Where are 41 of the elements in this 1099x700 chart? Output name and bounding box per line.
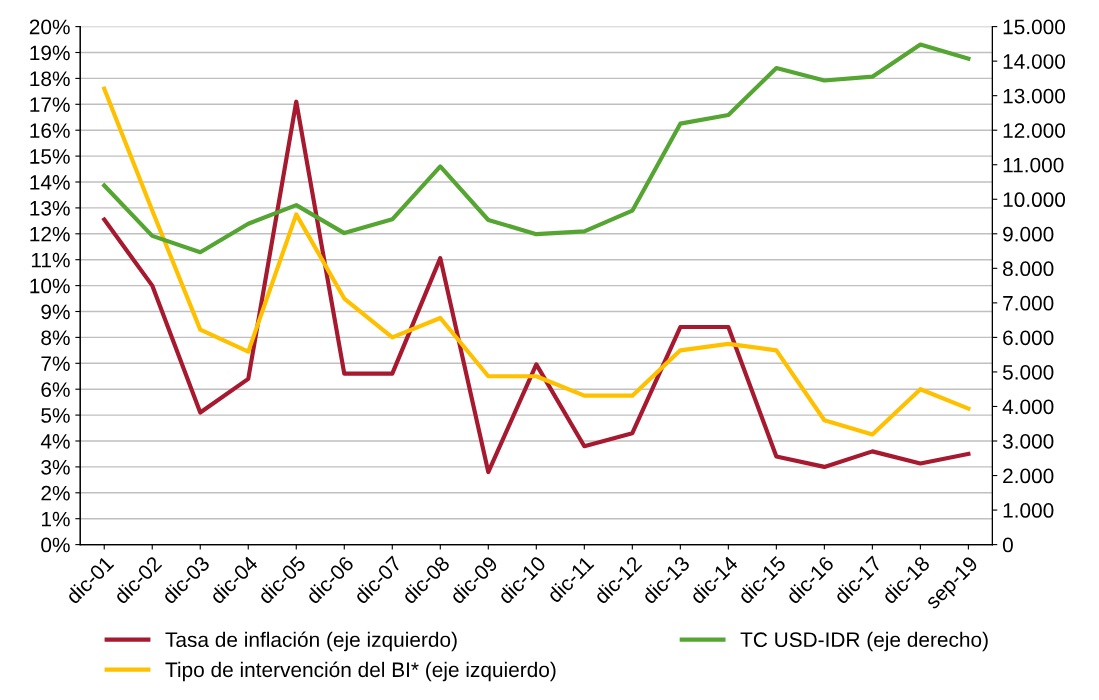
y2-tick-label: 5.000 — [1002, 364, 1054, 380]
y-tick-label: 8% — [41, 330, 70, 346]
y2-tick-label: 14.000 — [1003, 54, 1066, 69]
y-tick-label: 4% — [40, 434, 70, 449]
legend-label: Tasa de inflación (eje izquierdo) — [165, 631, 457, 652]
y-tick-label: 10% — [30, 278, 70, 294]
y-tick-label: 7% — [41, 356, 70, 371]
y-tick-label: 12% — [30, 226, 70, 242]
legend-label: TC USD-IDR (eje derecho) — [740, 631, 988, 652]
y-tick-label: 14% — [30, 175, 70, 190]
y-tick-label: 13% — [30, 200, 70, 216]
y2-tick-label: 0 — [1002, 537, 1013, 553]
y-tick-label: 1% — [41, 511, 70, 527]
y2-tick-label: 1.000 — [1003, 503, 1054, 518]
y-tick-label: 9% — [41, 304, 70, 320]
y2-tick-label: 9.000 — [1003, 226, 1054, 242]
y-tick-label: 17% — [30, 97, 70, 112]
y2-tick-label: 10.000 — [1003, 192, 1066, 208]
y2-tick-label: 12.000 — [1003, 123, 1066, 138]
y-tick-label: 15% — [30, 149, 70, 164]
y2-tick-label: 11.000 — [1003, 157, 1064, 173]
y2-tick-label: 8.000 — [1003, 261, 1054, 277]
y2-tick-label: 6.000 — [1003, 330, 1054, 346]
y2-tick-label: 3.000 — [1002, 434, 1054, 449]
y-tick-label: 2% — [41, 485, 70, 501]
y-tick-label: 5% — [41, 408, 70, 423]
y2-tick-label: 13.000 — [1003, 88, 1066, 104]
y-tick-label: 18% — [30, 71, 70, 87]
legend-label: Tipo de intervención del BI* (eje izquierdo) — [165, 661, 556, 682]
y-tick-label: 6% — [41, 382, 70, 397]
y2-tick-label: 2.000 — [1003, 468, 1054, 484]
y-tick-label: 11% — [31, 252, 70, 268]
y-tick-label: 16% — [30, 123, 70, 138]
y-tick-label: 19% — [30, 45, 70, 61]
y2-tick-label: 4.000 — [1002, 399, 1054, 415]
line-series — [102, 42, 971, 255]
y-tick-label: 3% — [41, 459, 70, 475]
y2-tick-label: 15.000 — [1003, 19, 1066, 35]
y-tick-label: 20% — [29, 19, 70, 35]
y-tick-label: 0% — [41, 537, 70, 553]
y2-tick-label: 7.000 — [1003, 295, 1054, 311]
